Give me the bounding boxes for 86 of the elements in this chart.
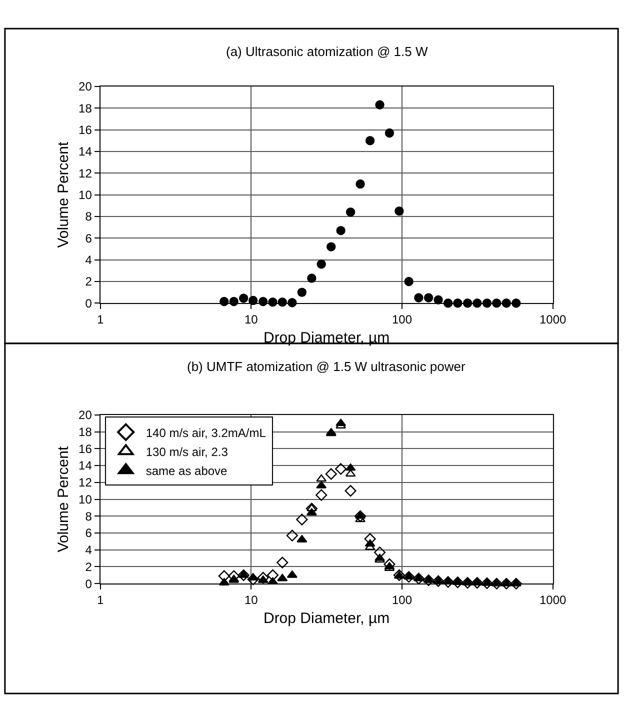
y-tick-label: 8 xyxy=(85,509,92,524)
y-tick-label: 16 xyxy=(78,122,92,137)
point xyxy=(344,485,356,497)
y-tick-label: 2 xyxy=(85,274,92,289)
y-tick-label: 14 xyxy=(78,144,92,159)
x-tick-label: 1 xyxy=(96,593,104,608)
point xyxy=(336,226,346,236)
point xyxy=(345,463,356,471)
point xyxy=(316,260,326,269)
y-tick-label: 4 xyxy=(85,543,92,558)
point xyxy=(462,576,474,589)
point xyxy=(404,276,414,286)
point xyxy=(218,570,230,582)
point xyxy=(510,578,522,590)
y-axis-title: Volume Percent xyxy=(54,446,72,552)
y-tick-label: 6 xyxy=(85,526,92,540)
point xyxy=(297,288,307,297)
y-tick-label: 8 xyxy=(85,210,92,224)
y-tick-label: 0 xyxy=(85,296,92,310)
y-tick-label: 20 xyxy=(78,408,92,422)
point xyxy=(375,100,384,110)
point xyxy=(316,489,328,501)
point xyxy=(412,572,424,584)
y-tick-label: 0 xyxy=(85,576,92,591)
point xyxy=(394,206,404,216)
point xyxy=(471,576,483,589)
point xyxy=(325,468,337,480)
point xyxy=(296,514,308,526)
point xyxy=(316,474,327,482)
y-axis-title: Volume Percent xyxy=(54,141,72,248)
point xyxy=(345,469,356,477)
point xyxy=(500,578,512,590)
point xyxy=(276,556,288,568)
point xyxy=(335,463,347,475)
point xyxy=(432,575,444,587)
x-tick-label: 10 xyxy=(244,593,258,608)
x-tick-label: 1000 xyxy=(539,312,567,327)
x-tick-label: 1 xyxy=(96,312,104,327)
point xyxy=(286,530,298,542)
point xyxy=(356,179,365,189)
point xyxy=(364,539,376,547)
x-tick-label: 100 xyxy=(392,312,412,327)
y-tick-label: 18 xyxy=(78,425,92,440)
y-tick-label: 10 xyxy=(78,188,92,202)
y-tick-label: 4 xyxy=(85,253,92,268)
y-tick-label: 16 xyxy=(78,442,92,456)
point xyxy=(403,571,415,583)
y-tick-label: 18 xyxy=(78,101,92,116)
y-tick-label: 14 xyxy=(78,458,92,473)
y-tick-label: 12 xyxy=(78,166,92,180)
point xyxy=(481,577,493,589)
point xyxy=(365,136,375,146)
point xyxy=(346,208,356,217)
point xyxy=(354,510,366,522)
point xyxy=(307,274,316,283)
legend-label: 130 m/s air, 2.3 xyxy=(146,444,228,459)
y-tick-label: 12 xyxy=(78,476,92,490)
point xyxy=(248,296,258,306)
x-tick-label: 100 xyxy=(392,593,412,608)
point xyxy=(490,578,502,590)
point xyxy=(257,572,269,584)
point xyxy=(238,569,250,581)
x-axis-title: Drop Diameter, µm xyxy=(263,610,390,628)
x-tick-label: 10 xyxy=(244,312,258,327)
point xyxy=(434,295,443,304)
x-tick-label: 1000 xyxy=(539,593,567,608)
legend-label: 140 m/s air, 3.2mA/mL xyxy=(146,426,266,440)
legend-label: same as above xyxy=(146,464,228,478)
point xyxy=(384,558,396,570)
point xyxy=(384,128,394,138)
point xyxy=(424,293,434,302)
point xyxy=(326,242,336,252)
point xyxy=(422,574,434,586)
y-tick-label: 20 xyxy=(78,80,92,94)
y-tick-label: 2 xyxy=(85,560,92,574)
point xyxy=(414,293,424,302)
point xyxy=(442,576,454,588)
chart-title: (b) UMTF atomization @ 1.5 W ultrasonic power xyxy=(187,359,466,374)
chart-title: (a) Ultrasonic atomization @ 1.5 W xyxy=(226,44,428,59)
y-tick-label: 6 xyxy=(85,231,92,246)
point xyxy=(452,576,464,588)
x-axis-title: Drop Diameter, µm xyxy=(263,330,390,347)
point xyxy=(239,294,248,303)
y-tick-label: 10 xyxy=(78,492,92,506)
point xyxy=(266,569,279,581)
point xyxy=(306,504,317,512)
